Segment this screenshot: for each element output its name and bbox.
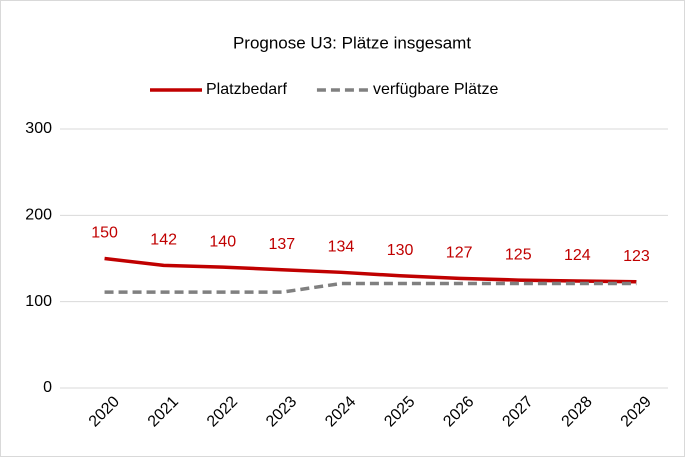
- series-line: [104, 256, 637, 284]
- y-tick-label: 300: [25, 120, 52, 137]
- y-tick-label: 200: [25, 207, 52, 224]
- data-label: 150: [91, 225, 118, 242]
- data-label: 123: [623, 248, 650, 265]
- data-label: 124: [564, 247, 591, 264]
- legend-label: Platzbedarf: [206, 81, 287, 98]
- data-label: 137: [268, 236, 295, 253]
- y-tick-label: 0: [43, 379, 52, 396]
- chart-title: Prognose U3: Plätze insgesamt: [233, 33, 471, 52]
- data-label: 125: [505, 246, 532, 263]
- data-label: 127: [446, 245, 473, 262]
- data-label: 134: [328, 239, 355, 256]
- data-label: 140: [209, 233, 236, 250]
- legend-label: verfügbare Plätze: [373, 81, 499, 98]
- series-line: [104, 281, 637, 294]
- data-label: 130: [387, 242, 414, 259]
- y-tick-label: 100: [25, 293, 52, 310]
- data-label: 142: [150, 232, 177, 249]
